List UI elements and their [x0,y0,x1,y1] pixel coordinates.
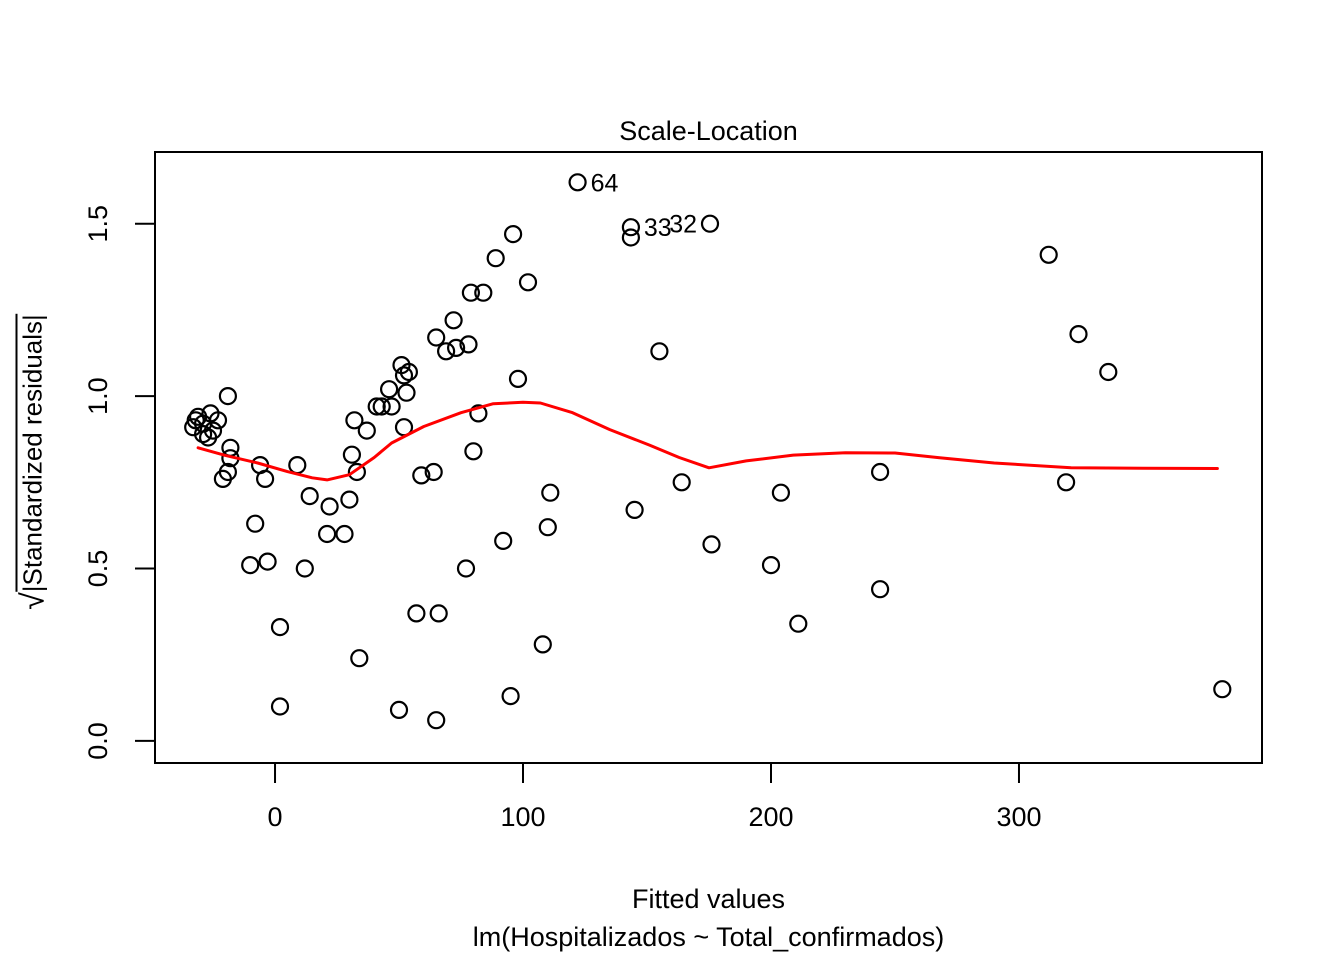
data-point [340,490,359,509]
data-point [771,483,791,502]
data-point [508,369,528,388]
data-point [456,559,476,578]
data-point [397,383,416,402]
data-point [1056,473,1076,492]
y-axis-label-text: |Standardized residuals| [15,314,48,593]
data-point [347,462,366,482]
data-point [241,555,260,575]
data-point [870,462,890,482]
data-point [444,311,463,330]
data-point [533,635,552,654]
plot-title: Scale-Location [619,116,798,146]
data-point [367,397,386,416]
data-point [429,604,448,623]
data-point [184,418,203,437]
data-point [437,342,456,361]
data-point [382,397,401,416]
data-point [399,362,418,382]
point-id-label: 32 [669,211,697,239]
x-tick-label: 300 [996,802,1041,832]
data-point [486,249,505,268]
data-point [459,335,478,354]
data-point [412,466,431,485]
y-tick-label: 0.0 [83,722,113,760]
x-tick-label: 0 [268,802,283,832]
data-point [761,555,781,575]
labeled-data-point [568,173,587,192]
data-point [870,580,890,599]
x-tick-label: 200 [748,802,793,832]
data-point [342,445,361,464]
y-tick-label: 1.5 [83,205,113,243]
y-axis-label: √|Standardized residuals| [15,314,52,610]
point-id-label: 33 [644,214,672,242]
y-tick-label: 1.0 [83,377,113,415]
plot-border [154,151,1263,764]
data-point [300,487,319,506]
data-point [218,387,237,406]
data-point [672,473,691,492]
data-point [621,228,641,247]
data-point [295,559,314,578]
data-point [464,442,483,461]
data-point [650,342,669,361]
data-point [199,428,218,447]
data-point [469,404,488,423]
labeled-data-point [700,214,720,233]
labeled-data-point [621,218,641,237]
data-point [318,524,337,544]
point-id-label: 64 [591,169,619,197]
data-point [518,273,538,292]
data-point [501,686,520,706]
data-point [357,421,376,440]
data-point [270,617,290,637]
data-point [789,614,808,633]
data-point [538,518,557,537]
data-point [494,531,513,551]
data-point [288,456,307,475]
data-point [320,497,339,516]
data-point [447,338,466,357]
data-point [1039,245,1058,264]
data-point [389,700,409,720]
data-point [1099,362,1118,382]
data-point [345,411,364,430]
data-point [372,397,391,416]
data-point [424,462,443,482]
data-point [335,524,354,544]
data-point [427,711,446,730]
x-axis-formula: lm(Hospitalizados ~ Total_confirmados) [472,922,945,952]
data-point [702,535,721,554]
x-tick-label: 100 [500,802,545,832]
data-point [461,283,480,302]
smoother-line [196,400,1219,482]
data-point [503,225,523,244]
data-point [1069,325,1088,344]
data-point [394,366,414,385]
data-point [427,328,446,347]
y-tick-label: 0.5 [83,550,113,588]
data-point [350,649,369,668]
x-axis-label: Fitted values [631,884,786,914]
data-point [541,483,560,502]
data-point [246,514,265,533]
data-point [213,469,232,488]
data-point [625,500,644,519]
data-point [380,380,399,399]
data-point [258,552,277,571]
sqrt-radical-symbol: √ [14,592,51,610]
data-point [1213,680,1232,699]
data-point [407,604,426,623]
data-point [474,283,493,302]
data-point [270,697,290,716]
data-point [256,469,275,488]
